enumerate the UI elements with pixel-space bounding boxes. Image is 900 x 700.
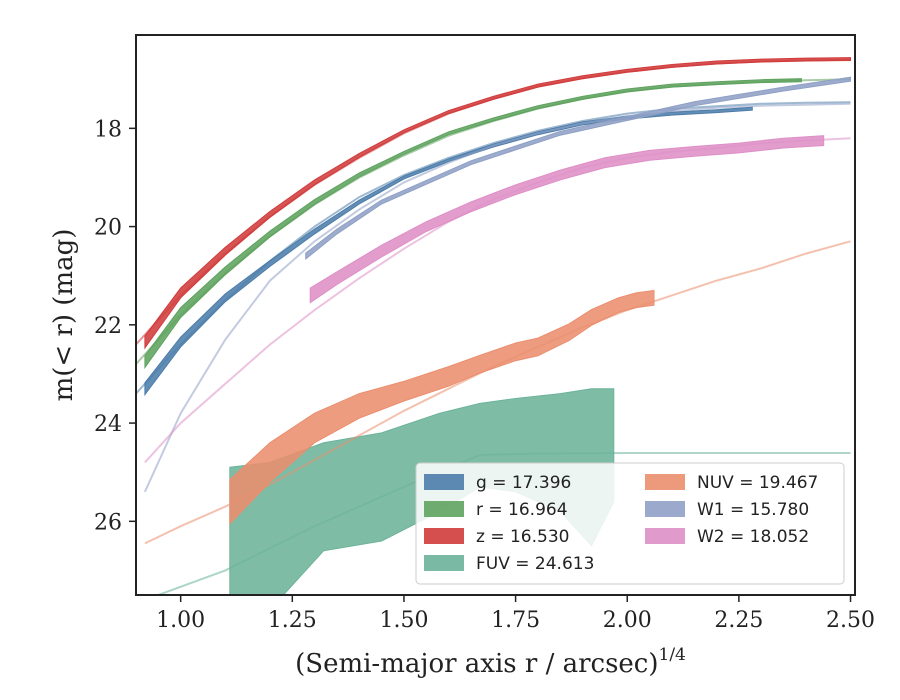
x-tick-label: 2.00 [603, 608, 652, 633]
x-tick-label: 2.50 [826, 608, 875, 633]
y-tick-label: 18 [94, 117, 122, 142]
y-tick-label: 20 [94, 216, 122, 241]
r-data-band [144, 78, 802, 370]
axes: 1.00 1.25 1.50 1.75 2.00 2.25 2.50 18 20 22 24 26 (S… [49, 34, 875, 679]
legend-swatch-nuv [645, 474, 685, 490]
w1-data-band [305, 76, 851, 261]
legend-label-w1: W1 = 15.780 [697, 500, 809, 520]
legend-label-w2: W2 = 18.052 [697, 527, 809, 547]
z-data-band [144, 57, 851, 350]
legend-swatch-w1 [645, 501, 685, 517]
legend-box [415, 462, 845, 585]
y-axis-label: m(< r) (mag) [49, 229, 79, 402]
w2-data-band [309, 135, 825, 304]
legend-swatch-r [424, 501, 464, 517]
legend-swatch-w2 [645, 528, 685, 544]
plot-frame [135, 34, 856, 596]
x-tick-label: 1.00 [156, 608, 205, 633]
y-tick-label: 22 [94, 314, 122, 339]
nuv-data-band [229, 289, 655, 526]
legend-swatch-z [424, 528, 464, 544]
x-tick-label: 2.25 [714, 608, 763, 633]
y-tick-label: 26 [94, 510, 122, 535]
w1-model-curve [143, 102, 851, 493]
y-tick-label: 24 [94, 412, 122, 437]
g-data-band [144, 106, 753, 397]
legend-label-z: z = 16.530 [476, 527, 569, 547]
x-tick-label: 1.50 [379, 608, 428, 633]
legend-label-fuv: FUV = 24.613 [476, 554, 594, 574]
x-axis-label: (Semi-major axis r / arcsec)1/4 [295, 645, 686, 679]
x-tick-label: 1.75 [491, 608, 540, 633]
legend: g = 17.396 r = 16.964 z = 16.530 FUV = 24.6… [415, 462, 845, 585]
legend-label-r: r = 16.964 [476, 500, 568, 520]
legend-swatch-g [424, 474, 464, 490]
legend-swatch-fuv [424, 555, 464, 571]
legend-label-nuv: NUV = 19.467 [697, 473, 818, 493]
legend-label-g: g = 17.396 [476, 473, 571, 493]
x-tick-label: 1.25 [268, 608, 317, 633]
